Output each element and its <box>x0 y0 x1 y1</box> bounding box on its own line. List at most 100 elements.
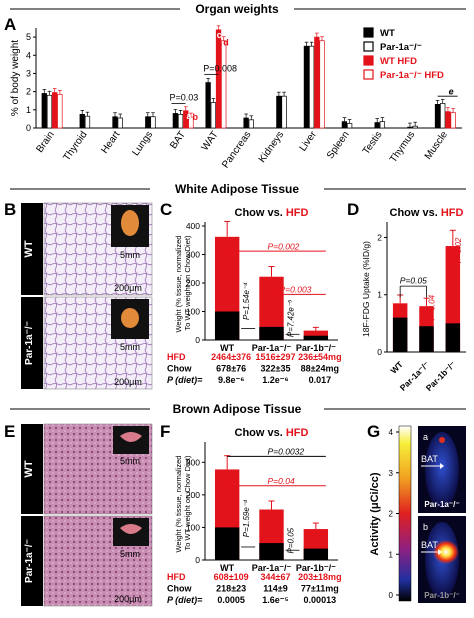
fdg-uptake-chart: Chow vs. HFD 0 1 2 18F-FDG Uptake (%ID/g) WT P… <box>361 207 466 393</box>
pet-mouse-par1a <box>425 432 459 508</box>
y-tick-label: 100 <box>186 522 200 532</box>
panel-label-c: C <box>160 200 172 219</box>
legend-swatch <box>363 41 374 52</box>
pet-caption-par1b: Par-1b⁻/⁻ <box>424 591 460 600</box>
category-label: Testis <box>361 129 385 156</box>
colorbar-tick-label: 1 <box>389 550 394 559</box>
table-cell: 1.6e⁻⁵ <box>262 595 289 605</box>
y-tick-label: 100 <box>186 307 200 317</box>
table-row-label: Chow <box>167 364 192 374</box>
table-cell: 1516±297 <box>256 352 296 362</box>
y-tick-label: 300 <box>186 457 200 467</box>
bat-specimen-wt <box>120 432 142 442</box>
bar <box>117 117 123 129</box>
y-axis-label: % of body weight <box>10 40 21 116</box>
p-value: P=0.05 <box>287 527 296 553</box>
category-label: BAT <box>168 129 188 151</box>
p-value: P=0.008 <box>203 64 237 74</box>
legend-swatch <box>363 69 374 80</box>
panel-label-e: E <box>4 422 15 441</box>
table-cell: 344±67 <box>261 572 291 582</box>
bar <box>374 122 380 129</box>
y-tick-label: 3 <box>26 68 31 78</box>
table-row-label: HFD <box>167 352 186 362</box>
p-value: P=0.05 <box>400 275 427 285</box>
y-axis-label: 18F-FDG Uptake (%ID/g) <box>361 241 371 337</box>
scale-label-um: 200μm <box>114 283 142 293</box>
significance-letter: a <box>186 111 192 121</box>
y-tick-label: 1 <box>26 105 31 115</box>
bat-header: Brown Adipose Tissue <box>173 402 302 416</box>
organ-weights-header: Organ weights <box>195 2 279 16</box>
table-cell: 0.0005 <box>217 595 245 605</box>
panel-label-g: G <box>367 422 380 441</box>
row-label-box-wt <box>21 424 43 514</box>
chart-title: Chow vs. HFD <box>235 427 309 439</box>
bar <box>243 117 249 129</box>
y-tick-label: 0 <box>195 555 200 565</box>
bar-chow <box>445 323 461 352</box>
bar-chow <box>392 317 408 352</box>
bar <box>112 116 118 129</box>
bar-chow <box>303 548 329 560</box>
bar <box>150 116 156 129</box>
table-cell: 0.00013 <box>304 595 337 605</box>
chart-title: Chow vs. HFD <box>235 207 309 219</box>
bar-chow <box>259 326 284 340</box>
colorbar-tick-label: 2 <box>389 510 394 519</box>
bar-chow <box>419 326 434 352</box>
category-label: WT <box>220 343 234 353</box>
category-label: WAT <box>200 129 221 153</box>
table-cell: 608±109 <box>214 572 249 582</box>
scale-label-mm: 5mm <box>120 456 140 466</box>
y-tick-label: 4 <box>26 50 31 60</box>
pet-label-a: a <box>423 432 428 442</box>
table-row-label: HFD <box>167 572 186 582</box>
bar <box>177 114 184 129</box>
wat-specimen-ko <box>121 308 139 328</box>
bar <box>319 40 325 129</box>
table-cell: 2464±376 <box>211 352 251 362</box>
panel-label-a: A <box>4 15 16 34</box>
chart-title: Chow vs. HFD <box>390 207 464 219</box>
y-tick-label: 200 <box>186 278 200 288</box>
bar <box>341 121 348 129</box>
table-cell: 236±54mg <box>298 352 341 362</box>
pet-caption-par1a: Par-1a⁻/⁻ <box>424 500 459 509</box>
panel-label-d: D <box>347 200 359 219</box>
category-label: Pancreas <box>220 129 253 170</box>
y-axis-label: Weight (% tissue, normalized To WT weigh… <box>174 233 192 332</box>
category-label: Par-1b⁻/⁻ <box>296 343 336 353</box>
bar <box>281 95 287 129</box>
table-cell: 0.017 <box>309 375 332 385</box>
bar <box>412 125 418 129</box>
category-label: Thymus <box>388 129 417 164</box>
table-row-label: P (diet)= <box>167 595 203 605</box>
category-label: WT <box>388 359 405 376</box>
bar <box>210 102 216 129</box>
bar-chow <box>214 527 240 560</box>
pet-bat-arrowhead <box>440 463 444 469</box>
scale-label-mm: 5mm <box>120 342 140 352</box>
significance-letter: c <box>217 30 222 40</box>
organ-legend: WT Par-1a⁻/⁻ WT HFD Par-1a⁻/⁻ HFD <box>363 27 444 81</box>
category-label: Liver <box>298 129 320 154</box>
bar <box>314 36 320 129</box>
legend-label: WT HFD <box>380 56 417 67</box>
table-row-label: P (diet)= <box>167 375 203 385</box>
category-label: WT <box>220 563 234 573</box>
p-value: P=0.003 <box>280 285 312 295</box>
scale-label-mm: 5mm <box>120 250 140 260</box>
bar-chow <box>259 543 284 560</box>
p-value: P=1.54e⁻⁴ <box>242 282 251 320</box>
row-label-wt: WT <box>23 460 35 477</box>
bar <box>41 93 47 129</box>
row-label-box-ko <box>21 516 43 606</box>
bar <box>215 29 222 129</box>
colorbar-tick-label: 4 <box>389 428 394 437</box>
panel-label-b: B <box>4 200 16 219</box>
pet-bat-label: BAT <box>421 540 438 550</box>
wat-specimen-wt <box>121 210 139 236</box>
